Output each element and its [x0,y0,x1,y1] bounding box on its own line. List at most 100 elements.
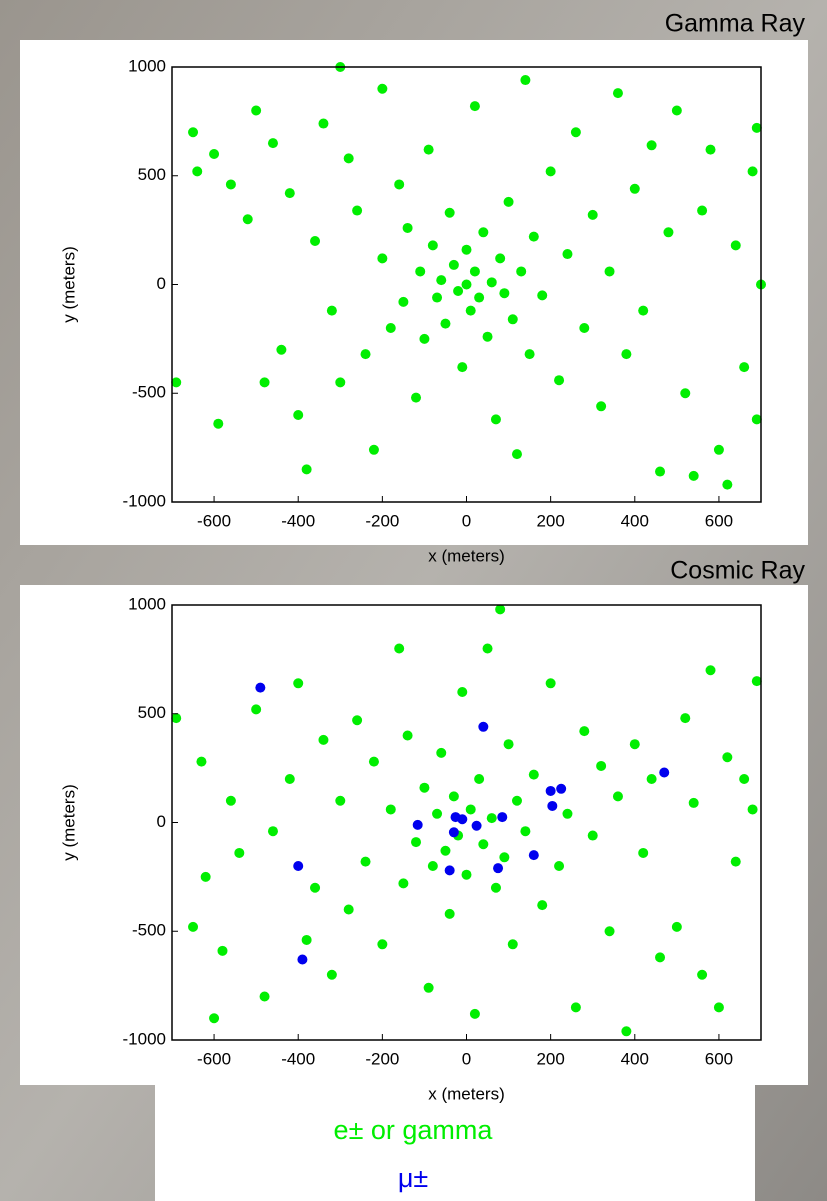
data-point [440,846,450,856]
data-point [394,179,404,189]
data-point [377,939,387,949]
data-point [605,266,615,276]
data-point [432,293,442,303]
data-point [424,983,434,993]
data-point [504,197,514,207]
data-point [188,127,198,137]
data-point [415,266,425,276]
data-point [621,1026,631,1036]
data-point [335,377,345,387]
data-point [377,84,387,94]
data-point [516,266,526,276]
data-point [453,286,463,296]
data-point [613,791,623,801]
x-axis-label: x (meters) [428,1084,505,1103]
data-point [613,88,623,98]
data-point [672,922,682,932]
x-tick-label: 200 [536,1049,564,1068]
data-point [571,1002,581,1012]
data-point [361,857,371,867]
data-point [466,306,476,316]
data-point [512,796,522,806]
data-point [630,184,640,194]
data-point [413,820,423,830]
data-point [403,223,413,233]
data-point [462,245,472,255]
data-point [285,774,295,784]
data-point [722,480,732,490]
data-point [268,138,278,148]
x-tick-label: 600 [705,1049,733,1068]
data-point [386,804,396,814]
x-axis-label: x (meters) [428,546,505,565]
data-point [474,293,484,303]
data-point [491,883,501,893]
data-point [478,227,488,237]
data-point [462,280,472,290]
data-point [361,349,371,359]
data-point [546,786,556,796]
data-point [672,106,682,116]
x-tick-label: -400 [281,1049,315,1068]
data-point [445,909,455,919]
data-point [495,253,505,263]
data-point [722,752,732,762]
data-point [647,774,657,784]
data-point [697,206,707,216]
data-point [449,260,459,270]
data-point [268,826,278,836]
data-point [508,939,518,949]
data-point [327,970,337,980]
data-point [201,872,211,882]
data-point [487,277,497,287]
x-tick-label: -600 [197,1049,231,1068]
data-point [260,377,270,387]
data-point [478,722,488,732]
data-point [554,375,564,385]
data-point [478,839,488,849]
data-point [428,240,438,250]
panel [20,40,808,545]
data-point [748,804,758,814]
x-tick-label: -400 [281,511,315,530]
x-tick-label: -600 [197,511,231,530]
data-point [377,253,387,263]
data-point [497,812,507,822]
data-point [663,227,673,237]
x-tick-label: -200 [365,511,399,530]
data-point [554,861,564,871]
data-point [546,166,556,176]
data-point [714,1002,724,1012]
data-point [226,179,236,189]
data-point [680,713,690,723]
data-point [344,905,354,915]
data-point [647,140,657,150]
y-tick-label: 0 [157,274,166,293]
data-point [457,362,467,372]
data-point [297,955,307,965]
y-tick-label: -500 [132,383,166,402]
data-point [470,266,480,276]
data-point [293,861,303,871]
y-tick-label: 0 [157,812,166,831]
panel [20,585,808,1085]
chart-title: Cosmic Ray [670,557,805,585]
x-tick-label: 0 [462,1049,471,1068]
data-point [529,232,539,242]
data-point [483,644,493,654]
data-point [369,757,379,767]
data-point [352,206,362,216]
page: {"chart_data": [ {"type": "scatter", "ti… [0,0,827,1201]
data-point [419,783,429,793]
data-point [748,166,758,176]
data-point [483,332,493,342]
data-point [472,821,482,831]
data-point [318,119,328,129]
data-point [398,878,408,888]
data-point [470,1009,480,1019]
data-point [285,188,295,198]
data-point [621,349,631,359]
x-tick-label: 600 [705,511,733,530]
data-point [449,791,459,801]
data-point [697,970,707,980]
